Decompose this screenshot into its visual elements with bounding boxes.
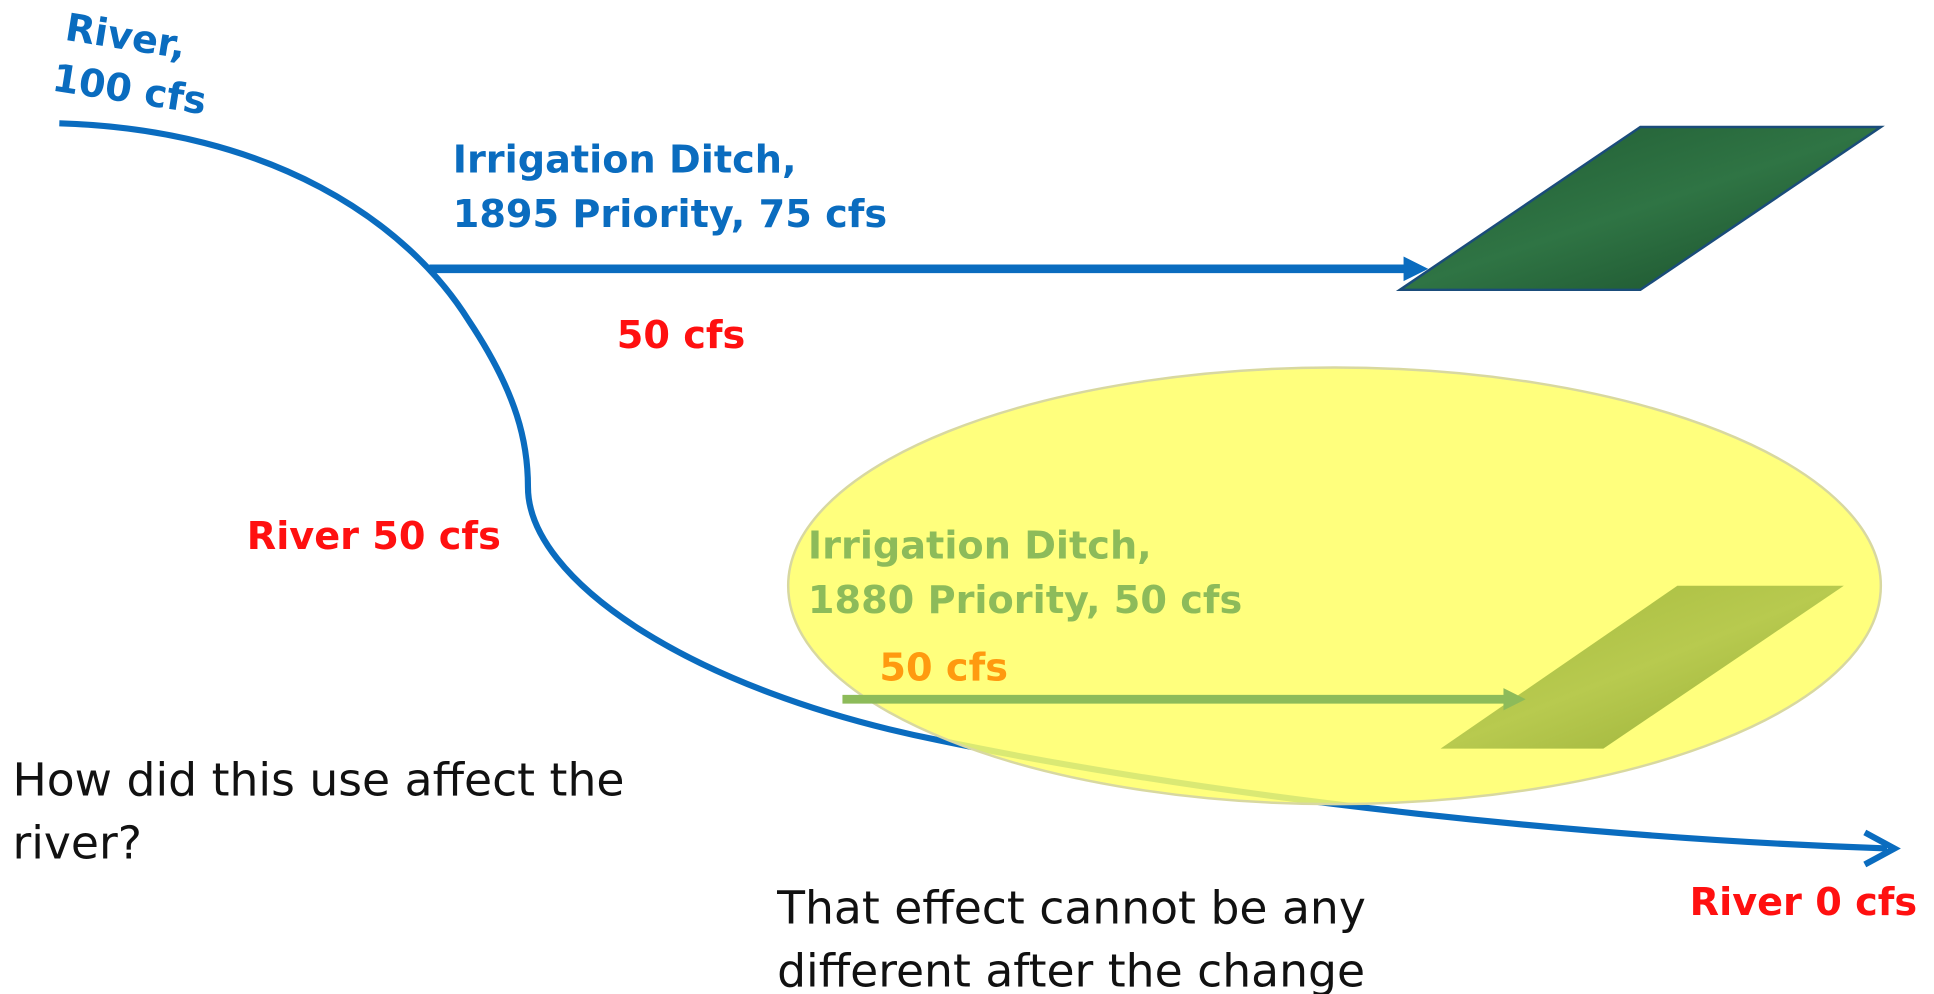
ditch-flow: 50 cfs [617,314,746,358]
question: How did this use affect the [12,753,624,806]
river-mid-label: River 50 cfs [247,515,501,559]
ditch-flow: 50 cfs [879,647,1008,691]
river-start-label: River, [62,6,189,68]
ditch-label: Irrigation Ditch, [808,525,1152,569]
river-start-label: 100 cfs [49,57,209,125]
ditch-label: 1880 Priority, 50 cfs [808,579,1242,623]
question: river? [12,816,141,869]
river-end-label: River 0 cfs [1690,881,1917,925]
page: { "river_start": {"lines": ["River,", "1… [0,0,1934,994]
ditch-label: 1895 Priority, 75 cfs [453,193,887,237]
diagram: River, 100 cfs Irrigation Ditch, 1895 Pr… [0,0,1934,994]
answer: different after the change [777,945,1365,994]
answer: That effect cannot be any [776,882,1366,935]
field-1895 [1400,127,1881,290]
ditch-label: Irrigation Ditch, [453,139,797,183]
